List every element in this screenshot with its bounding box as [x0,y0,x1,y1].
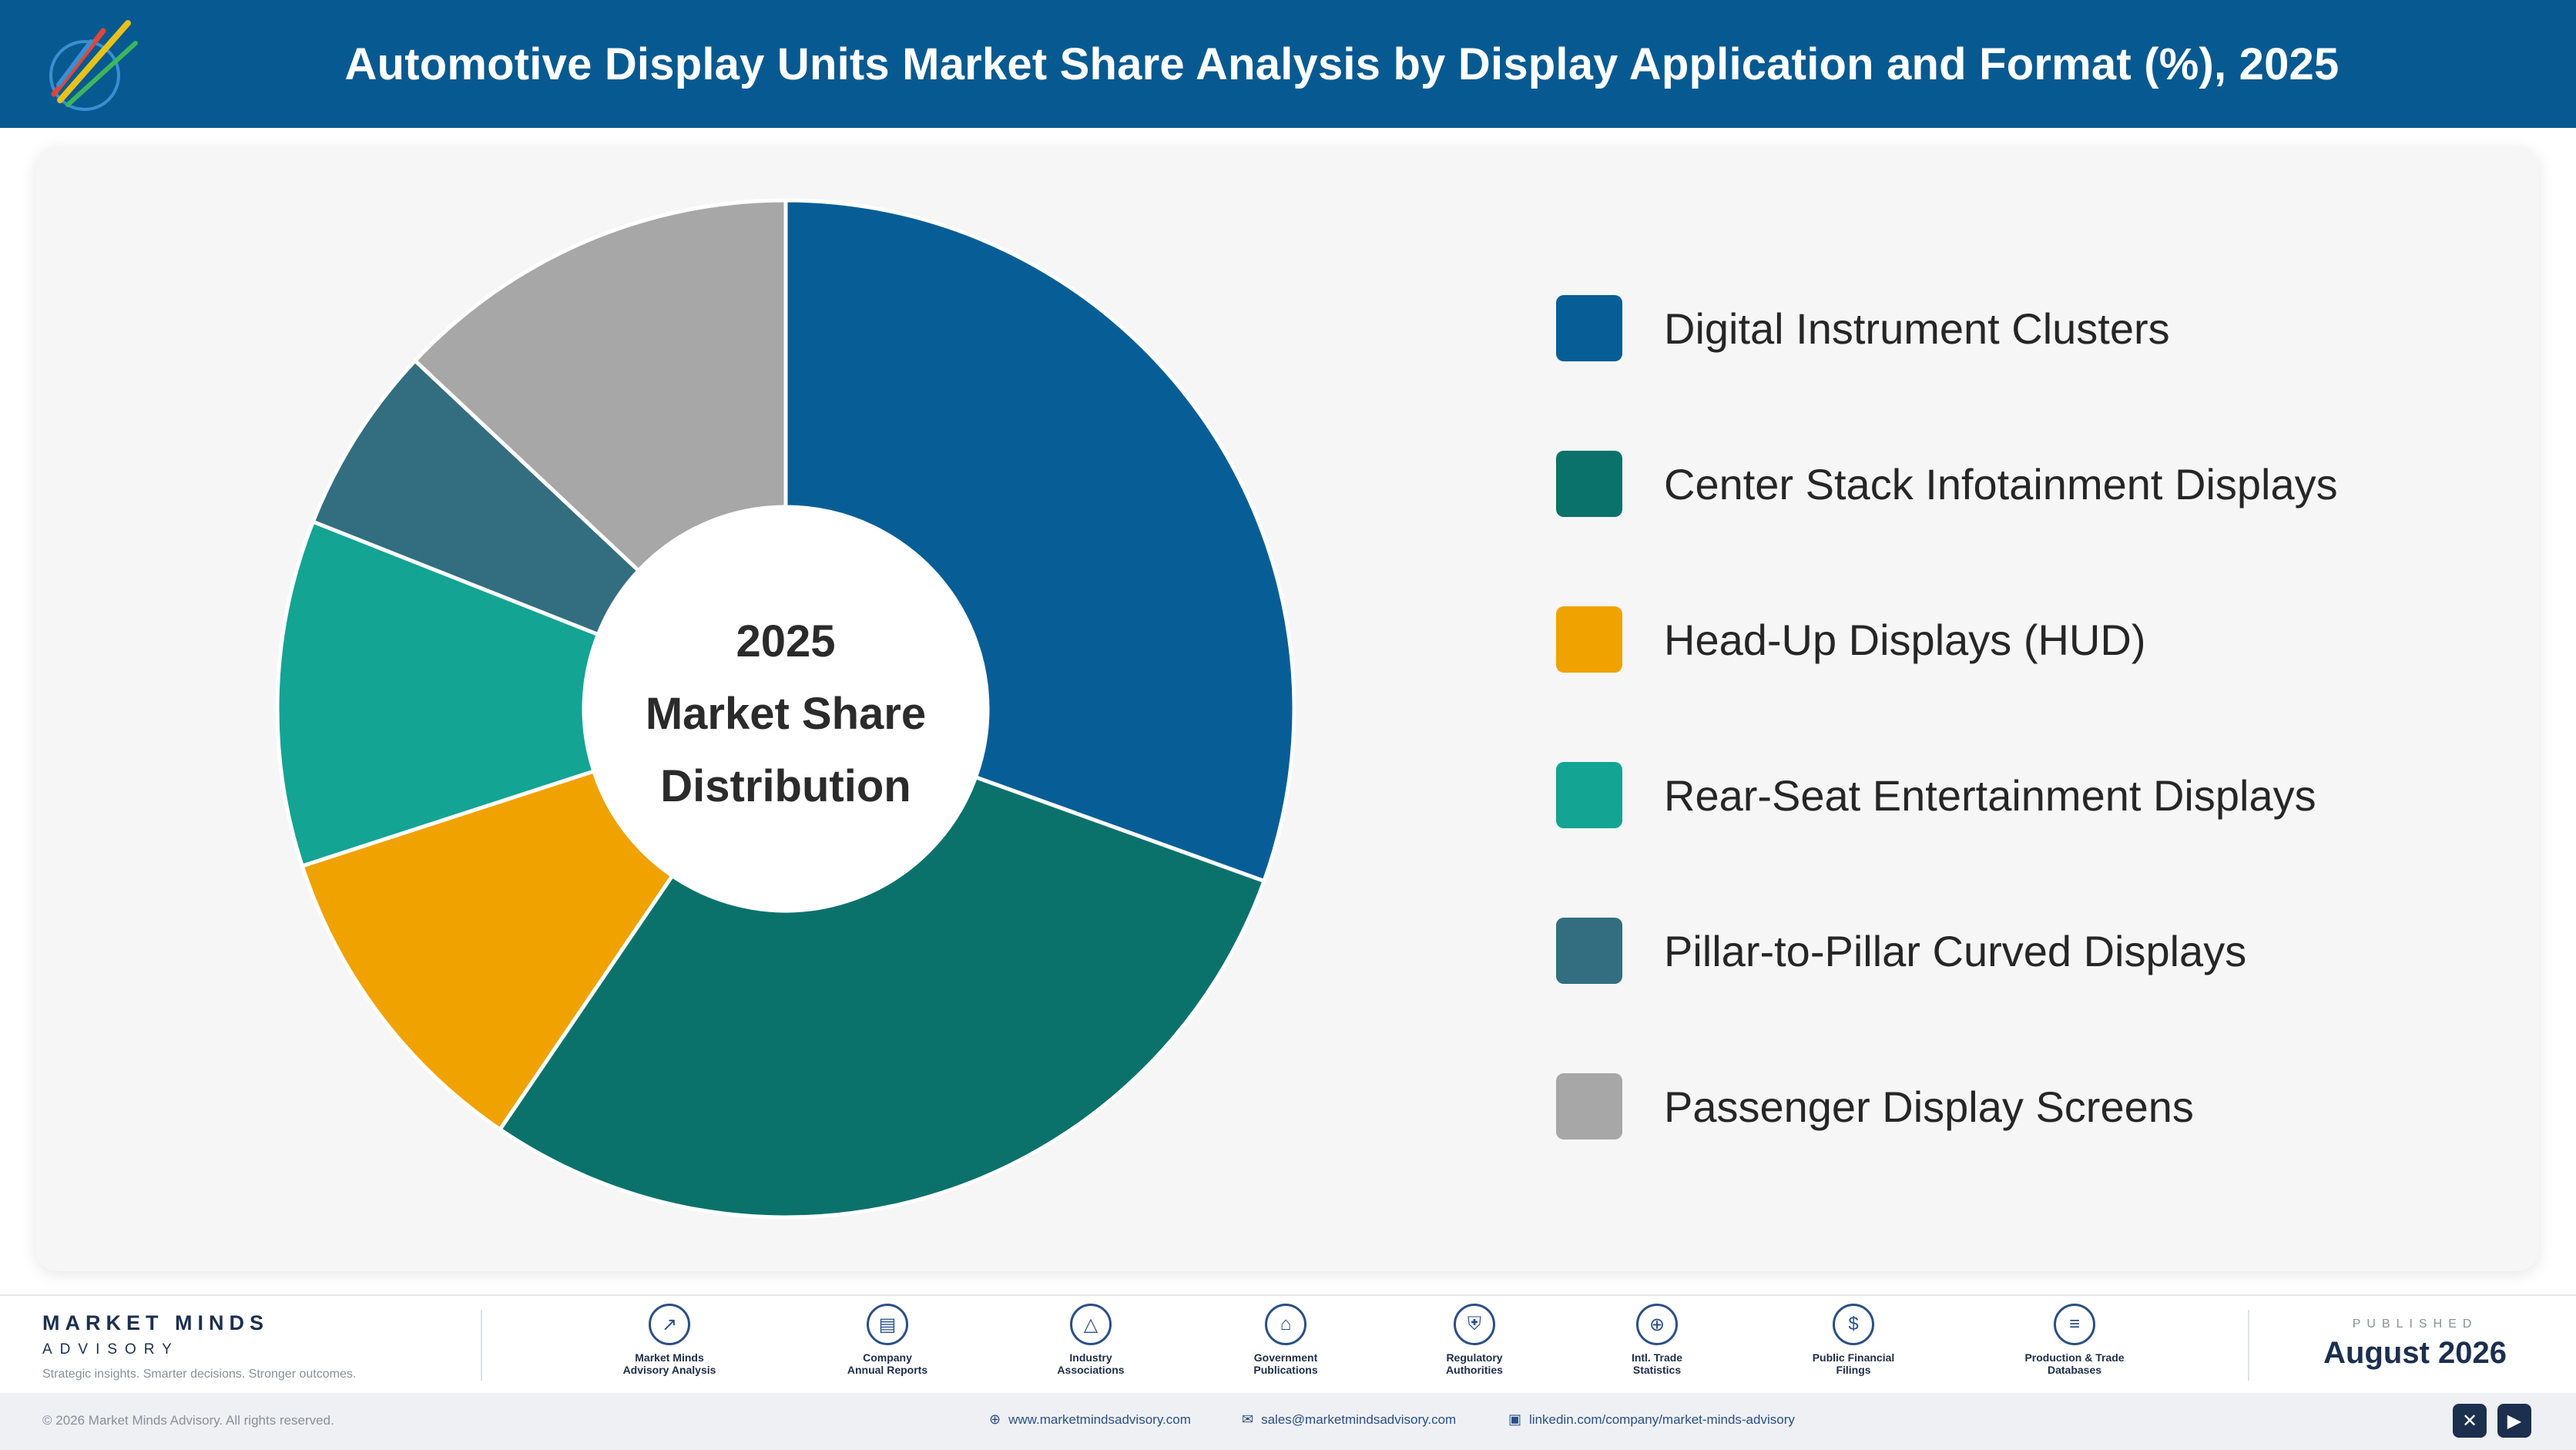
footer-sources-bar: MARKET MINDS ADVISORY Strategic insights… [0,1294,2576,1395]
x-icon: ✕ [2461,1410,2478,1432]
donut-chart: 2025 Market Share Distribution [275,198,1296,1220]
mail-icon: ✉ [1242,1411,1254,1427]
linkedin-icon: ▣ [1508,1411,1522,1427]
header-bar: Automotive Display Units Market Share An… [0,0,2576,128]
footer-contact-bar: © 2026 Market Minds Advisory. All rights… [0,1393,2576,1450]
shield-icon: ⛨ [1454,1304,1495,1345]
trend-icon: ↗ [649,1304,690,1345]
legend-swatch [1556,451,1622,517]
chart-legend: Digital Instrument Clusters Center Stack … [1556,285,2338,1184]
donut-center [585,509,986,909]
brand-tagline: Strategic insights. Smarter decisions. S… [42,1368,357,1381]
legend-item: Head-Up Displays (HUD) [1556,562,2338,717]
source-item: ↗ Market Minds Advisory Analysis [589,1304,750,1376]
source-label: Public Financial Filings [1812,1351,1895,1376]
center-label-line-2: Market Share [646,689,926,739]
source-label: Market Minds Advisory Analysis [622,1351,716,1376]
legend-swatch [1556,1073,1622,1140]
page-title: Automotive Display Units Market Share An… [344,39,2340,89]
source-item: ⛨ Regulatory Authorities [1394,1304,1555,1376]
legend-item: Pillar-to-Pillar Curved Displays [1556,873,2338,1029]
globe-icon: ⊕ [1636,1304,1678,1345]
brand-subtitle: ADVISORY [42,1341,179,1358]
source-label: Company Annual Reports [847,1351,928,1376]
donut-slice-4 [275,519,601,869]
legend-label: Passenger Display Screens [1664,1082,2194,1131]
website-text: www.marketmindsadvisory.com [1008,1411,1191,1427]
source-label: Intl. Trade Statistics [1631,1351,1683,1376]
divider [481,1310,482,1381]
company-logo [49,20,138,111]
youtube-social-button[interactable]: ▶ [2497,1404,2531,1438]
source-item: $ Public Financial Filings [1773,1304,1934,1376]
published-label: PUBLISHED [2352,1317,2478,1331]
chart-card: 2025 Market Share Distribution Digital Ins… [35,146,2539,1271]
legend-swatch [1556,295,1622,361]
government-icon: ⌂ [1265,1304,1306,1345]
copyright-text: © 2026 Market Minds Advisory. All rights… [42,1413,334,1428]
dollar-icon: $ [1833,1304,1874,1345]
legend-label: Head-Up Displays (HUD) [1664,615,2146,664]
source-label: Regulatory Authorities [1446,1351,1503,1376]
legend-label: Digital Instrument Clusters [1664,304,2170,353]
source-item: ⌂ Government Publications [1205,1304,1367,1376]
source-item: ⊕ Intl. Trade Statistics [1576,1304,1738,1376]
legend-item: Rear-Seat Entertainment Displays [1556,717,2338,873]
website-link[interactable]: ⊕ www.marketmindsadvisory.com [989,1411,1191,1428]
donut-slice-6 [412,198,788,574]
legend-swatch [1556,762,1622,828]
globe-icon: ⊕ [989,1411,1001,1427]
document-icon: ▤ [867,1304,908,1345]
footer-brand: MARKET MINDS ADVISORY Strategic insights… [42,1311,356,1381]
donut-slice-2 [497,774,1267,1220]
linkedin-text: linkedin.com/company/market-minds-adviso… [1529,1411,1795,1427]
source-item: ≡ Production & Trade Databases [1994,1304,2155,1376]
source-item: ▤ Company Annual Reports [807,1304,968,1376]
legend-item: Center Stack Infotainment Displays [1556,406,2338,562]
donut-slice-1 [783,198,1296,884]
published-info: PUBLISHED August 2026 [2323,1317,2507,1371]
legend-item: Passenger Display Screens [1556,1029,2338,1184]
source-label: Government Publications [1253,1351,1318,1376]
source-item: △ Industry Associations [1010,1304,1172,1376]
brand-name: MARKET MINDS [42,1311,269,1334]
center-label-line-3: Distribution [660,761,911,811]
x-social-button[interactable]: ✕ [2453,1404,2487,1438]
legend-swatch [1556,918,1622,984]
legend-swatch [1556,606,1622,673]
linkedin-link[interactable]: ▣ linkedin.com/company/market-minds-advi… [1508,1411,1795,1428]
email-link[interactable]: ✉ sales@marketmindsadvisory.com [1242,1411,1456,1428]
center-label-line-1: 2025 [736,616,835,666]
legend-item: Digital Instrument Clusters [1556,250,2338,406]
network-icon: △ [1070,1304,1112,1345]
email-text: sales@marketmindsadvisory.com [1261,1411,1457,1427]
source-label: Industry Associations [1057,1351,1125,1376]
published-date: August 2026 [2323,1336,2507,1370]
legend-label: Center Stack Infotainment Displays [1664,459,2338,509]
legend-label: Pillar-to-Pillar Curved Displays [1664,926,2247,975]
youtube-icon: ▶ [2507,1410,2522,1432]
database-icon: ≡ [2054,1304,2095,1345]
legend-label: Rear-Seat Entertainment Displays [1664,770,2316,820]
donut-slice-3 [300,768,676,1133]
divider [2248,1310,2249,1381]
source-label: Production & Trade Databases [2024,1351,2125,1376]
